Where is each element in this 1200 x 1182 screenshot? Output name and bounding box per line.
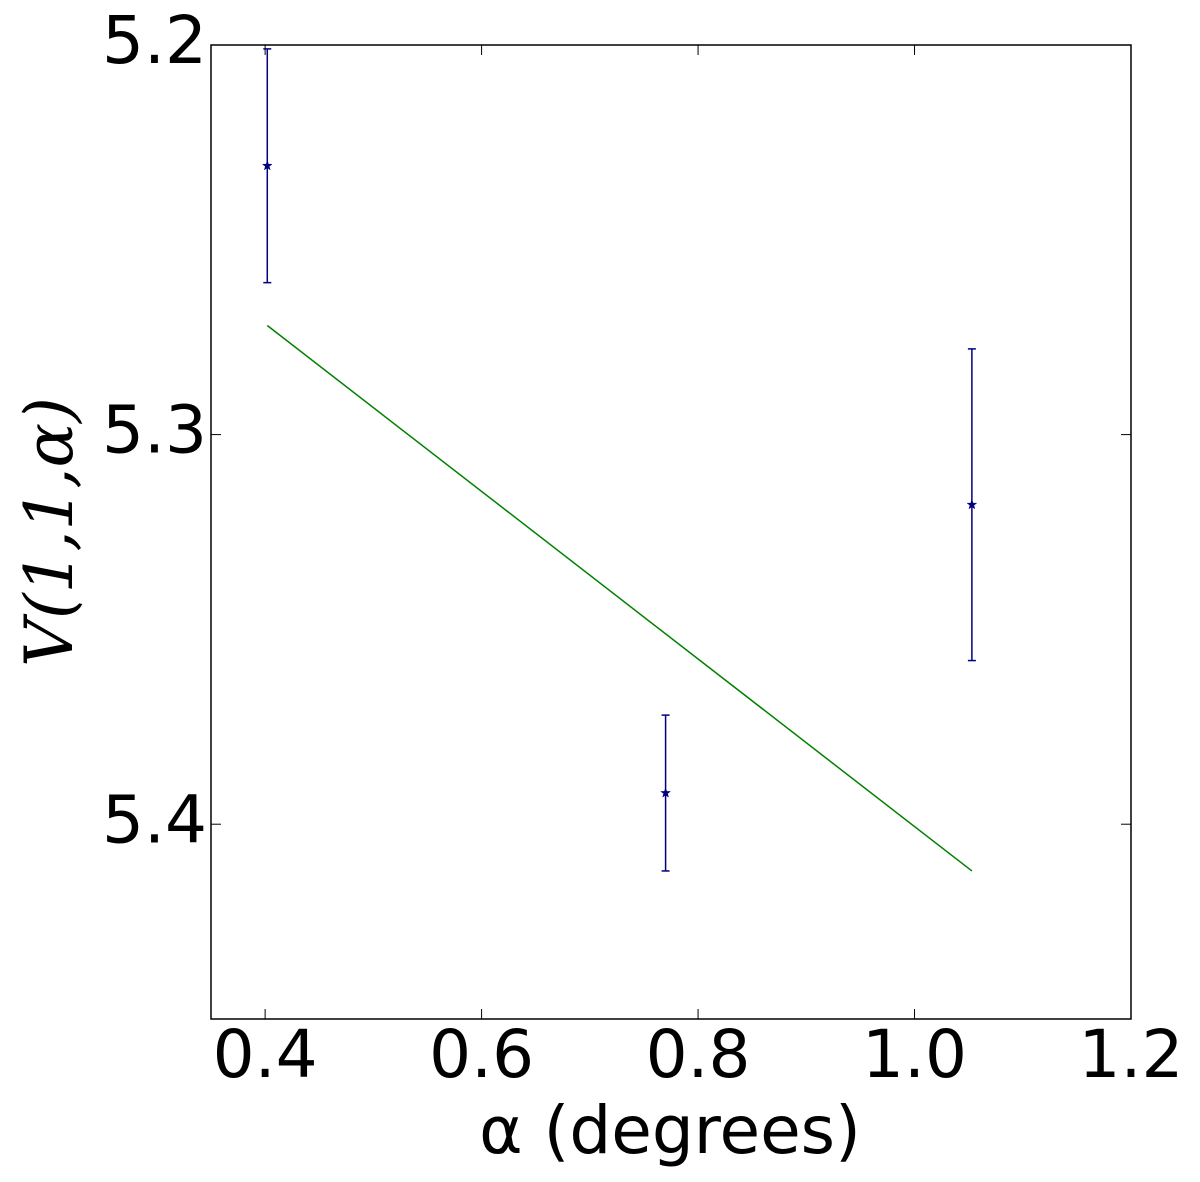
y-tick-label: 5.3 bbox=[102, 392, 207, 469]
data-point bbox=[660, 787, 672, 798]
x-tick-label: 1.0 bbox=[862, 1016, 967, 1093]
y-axis-label: V(1,1,α) bbox=[11, 397, 88, 667]
x-tick-label: 0.6 bbox=[429, 1016, 534, 1093]
y-tick-label: 5.4 bbox=[102, 781, 207, 858]
x-tick-label: 0.4 bbox=[213, 1016, 318, 1093]
data-point bbox=[966, 498, 978, 510]
plot-frame bbox=[210, 44, 1132, 1020]
x-axis-label: α (degrees) bbox=[479, 1092, 861, 1169]
x-tick-label: 1.2 bbox=[1079, 1016, 1184, 1093]
y-tick-label: 5.2 bbox=[102, 2, 207, 79]
fit-line bbox=[266, 324, 973, 872]
data-point bbox=[261, 160, 273, 171]
x-tick-label: 0.8 bbox=[646, 1016, 751, 1093]
